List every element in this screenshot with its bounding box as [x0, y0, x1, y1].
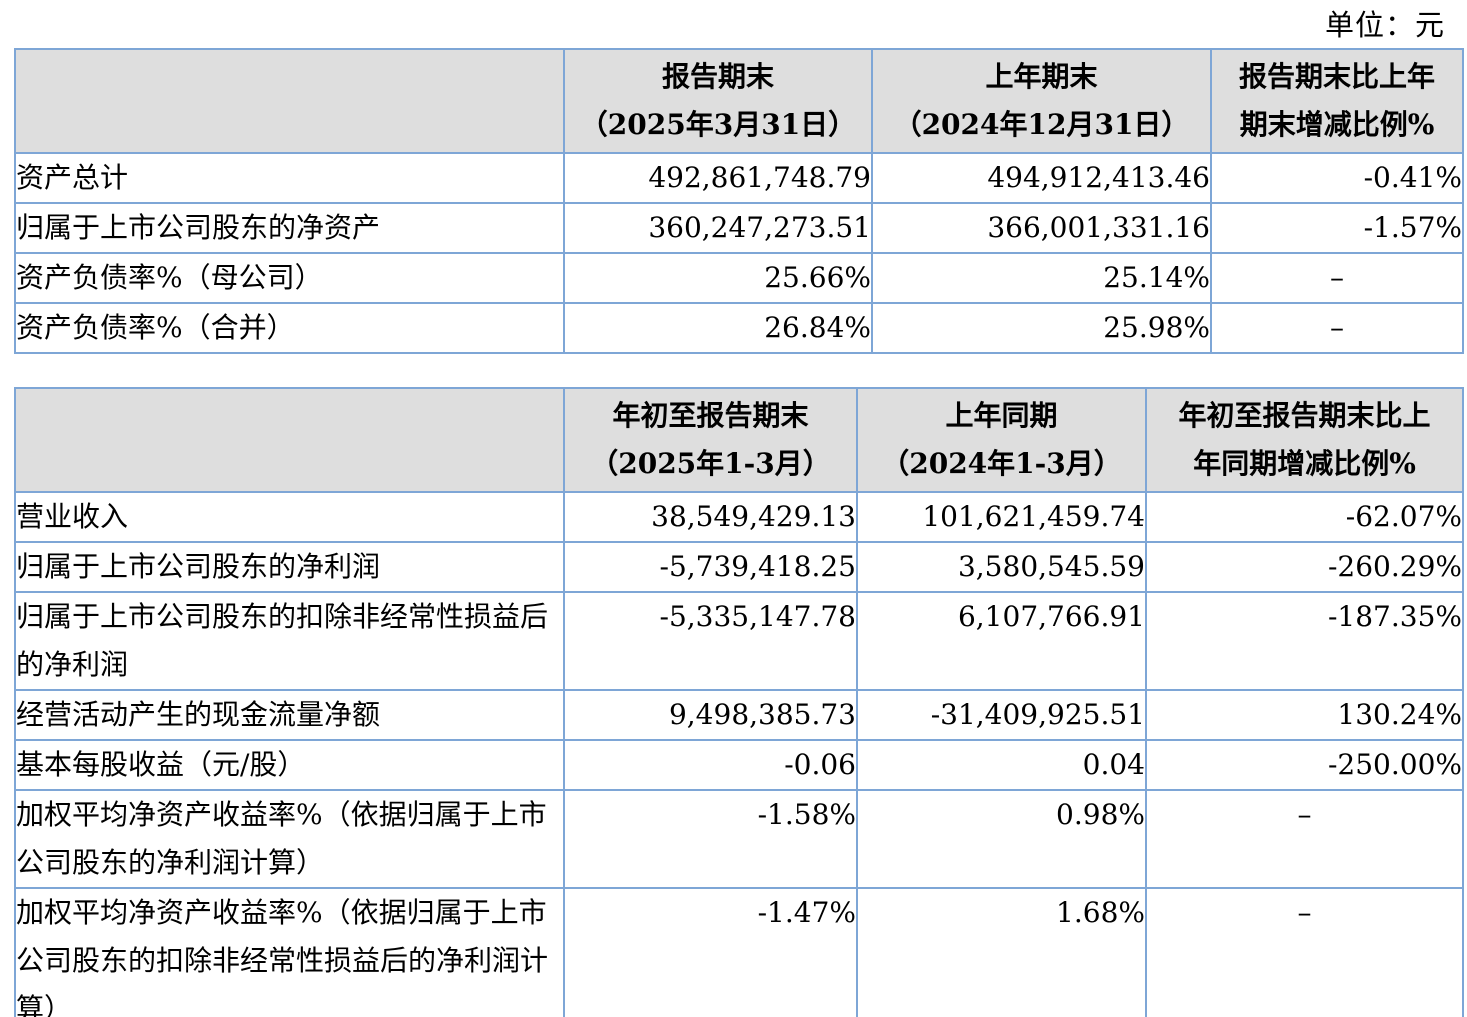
value-prior: 3,580,545.59 [856, 541, 1147, 593]
value-prior: -31,409,925.51 [856, 689, 1147, 741]
value-change: -187.35% [1145, 591, 1464, 691]
value-current: 26.84% [563, 302, 873, 354]
row-label: 归属于上市公司股东的净利润 [14, 541, 565, 593]
header-line1: 年初至报告期末 [612, 399, 809, 432]
header-prior-year-end: 上年期末 （2024年12月31日） [871, 48, 1212, 154]
value-current: 38,549,429.13 [563, 491, 858, 543]
value-current: -5,335,147.78 [563, 591, 858, 691]
value-current: 9,498,385.73 [563, 689, 858, 741]
row-label: 资产负债率%（合并） [14, 302, 565, 354]
header-line2: （2025年3月31日） [579, 108, 857, 141]
value-current: 492,861,748.79 [563, 152, 873, 204]
value-prior: 25.14% [871, 252, 1212, 304]
value-change: – [1210, 252, 1464, 304]
table-row: 归属于上市公司股东的净资产 360,247,273.51 366,001,331… [14, 202, 1464, 254]
value-current: 360,247,273.51 [563, 202, 873, 254]
value-change: – [1145, 887, 1464, 1017]
value-current: -5,739,418.25 [563, 541, 858, 593]
header-line1: 上年期末 [985, 60, 1098, 93]
value-prior: 494,912,413.46 [871, 152, 1212, 204]
header-line2: 年同期增减比例% [1193, 447, 1416, 480]
table-row: 归属于上市公司股东的扣除非经常性损益后的净利润 -5,335,147.78 6,… [14, 591, 1464, 691]
row-label: 基本每股收益（元/股） [14, 739, 565, 791]
table-row: 归属于上市公司股东的净利润 -5,739,418.25 3,580,545.59… [14, 541, 1464, 593]
header-report-period-end: 报告期末 （2025年3月31日） [563, 48, 873, 154]
row-label: 加权平均净资产收益率%（依据归属于上市公司股东的净利润计算） [14, 789, 565, 889]
value-prior: 6,107,766.91 [856, 591, 1147, 691]
header-blank-cell [14, 387, 565, 493]
table-header-row: 年初至报告期末 （2025年1-3月） 上年同期 （2024年1-3月） 年初至… [14, 387, 1464, 493]
row-label: 经营活动产生的现金流量净额 [14, 689, 565, 741]
value-change: – [1210, 302, 1464, 354]
header-blank-cell [14, 48, 565, 154]
row-label: 营业收入 [14, 491, 565, 543]
value-current: 25.66% [563, 252, 873, 304]
value-change: -1.57% [1210, 202, 1464, 254]
header-prior-same-period: 上年同期 （2024年1-3月） [856, 387, 1147, 493]
value-change: -260.29% [1145, 541, 1464, 593]
value-current: -1.58% [563, 789, 858, 889]
row-label: 资产负债率%（母公司） [14, 252, 565, 304]
row-label: 资产总计 [14, 152, 565, 204]
table-row: 营业收入 38,549,429.13 101,621,459.74 -62.07… [14, 491, 1464, 543]
table-row: 资产负债率%（母公司） 25.66% 25.14% – [14, 252, 1464, 304]
header-line2: （2024年1-3月） [881, 447, 1122, 480]
header-line1: 上年同期 [945, 399, 1058, 432]
table-row: 资产负债率%（合并） 26.84% 25.98% – [14, 302, 1464, 354]
year-to-date-summary-table: 年初至报告期末 （2025年1-3月） 上年同期 （2024年1-3月） 年初至… [14, 387, 1464, 1017]
header-line2: （2025年1-3月） [590, 447, 831, 480]
table-row: 基本每股收益（元/股） -0.06 0.04 -250.00% [14, 739, 1464, 791]
value-change: – [1145, 789, 1464, 889]
value-current: -1.47% [563, 887, 858, 1017]
header-line2: （2024年12月31日） [893, 108, 1190, 141]
row-label: 归属于上市公司股东的扣除非经常性损益后的净利润 [14, 591, 565, 691]
value-change: -62.07% [1145, 491, 1464, 543]
header-change-ratio: 年初至报告期末比上 年同期增减比例% [1145, 387, 1464, 493]
value-change: -250.00% [1145, 739, 1464, 791]
table-row: 加权平均净资产收益率%（依据归属于上市公司股东的净利润计算） -1.58% 0.… [14, 789, 1464, 889]
value-prior: 101,621,459.74 [856, 491, 1147, 543]
header-line1: 报告期末 [661, 60, 774, 93]
header-line1: 年初至报告期末比上 [1178, 399, 1431, 432]
value-prior: 366,001,331.16 [871, 202, 1212, 254]
table-row: 经营活动产生的现金流量净额 9,498,385.73 -31,409,925.5… [14, 689, 1464, 741]
period-end-summary-table: 报告期末 （2025年3月31日） 上年期末 （2024年12月31日） 报告期… [14, 48, 1464, 354]
value-current: -0.06 [563, 739, 858, 791]
value-prior: 0.04 [856, 739, 1147, 791]
header-ytd-period: 年初至报告期末 （2025年1-3月） [563, 387, 858, 493]
table-row: 资产总计 492,861,748.79 494,912,413.46 -0.41… [14, 152, 1464, 204]
header-line2: 期末增减比例% [1239, 108, 1435, 141]
value-change: 130.24% [1145, 689, 1464, 741]
table-row: 加权平均净资产收益率%（依据归属于上市公司股东的扣除非经常性损益后的净利润计算）… [14, 887, 1464, 1017]
unit-label: 单位：元 [1324, 8, 1445, 42]
table-header-row: 报告期末 （2025年3月31日） 上年期末 （2024年12月31日） 报告期… [14, 48, 1464, 154]
value-change: -0.41% [1210, 152, 1464, 204]
row-label: 加权平均净资产收益率%（依据归属于上市公司股东的扣除非经常性损益后的净利润计算） [14, 887, 565, 1017]
value-prior: 1.68% [856, 887, 1147, 1017]
header-line1: 报告期末比上年 [1238, 60, 1435, 93]
value-prior: 0.98% [856, 789, 1147, 889]
header-change-ratio: 报告期末比上年 期末增减比例% [1210, 48, 1464, 154]
value-prior: 25.98% [871, 302, 1212, 354]
row-label: 归属于上市公司股东的净资产 [14, 202, 565, 254]
